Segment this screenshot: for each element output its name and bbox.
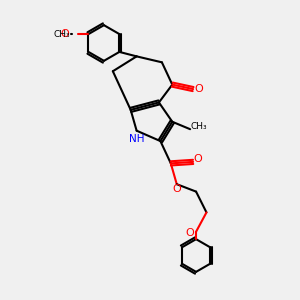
Text: O: O	[60, 29, 69, 39]
Text: O: O	[186, 228, 194, 238]
Text: O: O	[172, 184, 181, 194]
Text: O: O	[193, 154, 202, 164]
Text: CH₃: CH₃	[191, 122, 207, 131]
Text: CH₃: CH₃	[53, 30, 70, 39]
Text: O: O	[194, 84, 203, 94]
Text: NH: NH	[129, 134, 144, 144]
